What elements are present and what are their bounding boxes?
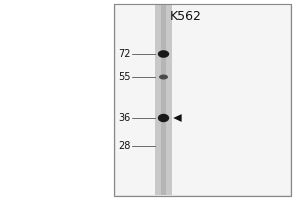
Text: 55: 55 [118, 72, 130, 82]
FancyBboxPatch shape [116, 5, 290, 195]
Text: 72: 72 [118, 49, 130, 59]
Ellipse shape [159, 74, 168, 79]
Ellipse shape [158, 114, 169, 122]
Ellipse shape [158, 50, 169, 58]
Text: 36: 36 [118, 113, 130, 123]
Text: 28: 28 [118, 141, 130, 151]
FancyBboxPatch shape [155, 5, 172, 195]
FancyBboxPatch shape [114, 4, 291, 196]
Polygon shape [173, 114, 182, 122]
FancyBboxPatch shape [160, 5, 166, 195]
Text: K562: K562 [170, 10, 202, 23]
